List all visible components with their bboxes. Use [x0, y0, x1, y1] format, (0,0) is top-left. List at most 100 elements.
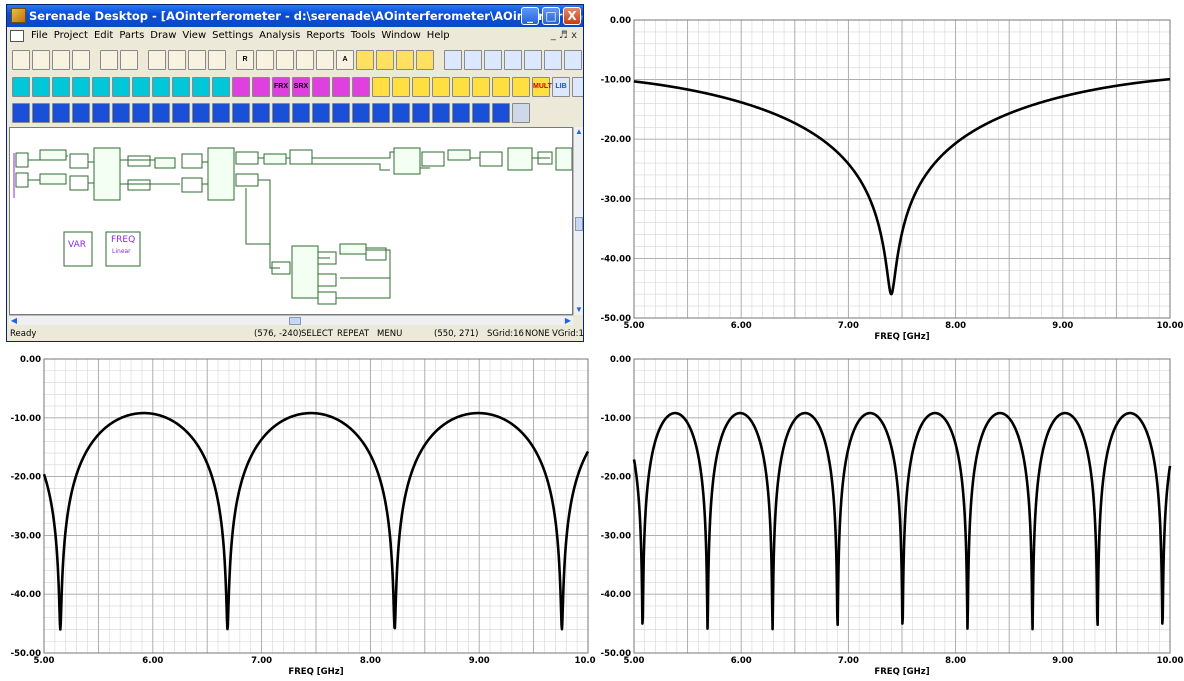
open-file-icon[interactable] — [32, 50, 50, 70]
optic-line-icon[interactable] — [12, 103, 30, 123]
table-icon[interactable] — [484, 50, 502, 70]
menu-item-help[interactable]: Help — [426, 30, 450, 41]
scroll-right-icon[interactable]: ▶ — [564, 316, 572, 325]
optic-dots-icon[interactable] — [412, 103, 430, 123]
meter-icon[interactable] — [32, 77, 50, 97]
cross-icon[interactable] — [172, 77, 190, 97]
arc-icon[interactable] — [376, 50, 394, 70]
optic-h-icon[interactable] — [452, 103, 470, 123]
block-icon[interactable] — [356, 50, 374, 70]
optic-down-icon[interactable] — [232, 103, 250, 123]
print-icon[interactable] — [100, 50, 118, 70]
amplifier-icon[interactable] — [312, 77, 330, 97]
menu-item-window[interactable]: Window — [381, 30, 421, 41]
optic-lens-icon[interactable] — [312, 103, 330, 123]
optic-tap-icon[interactable] — [112, 103, 130, 123]
text-tool-button[interactable]: A — [336, 50, 354, 70]
menu-item-parts[interactable]: Parts — [119, 30, 145, 41]
optic-square-icon[interactable] — [252, 103, 270, 123]
cut-icon[interactable] — [148, 50, 166, 70]
lib-button[interactable]: LIB — [552, 77, 570, 97]
optic-eq-icon[interactable] — [272, 103, 290, 123]
save-all-icon[interactable] — [72, 50, 90, 70]
frx-button[interactable]: FRX — [272, 77, 290, 97]
tune-icon[interactable] — [504, 50, 522, 70]
layout-icon[interactable] — [544, 50, 562, 70]
port-icon[interactable] — [316, 50, 334, 70]
attenuator-icon[interactable] — [232, 77, 250, 97]
optic-wave-icon[interactable] — [432, 103, 450, 123]
probe-icon[interactable] — [52, 77, 70, 97]
schematic-canvas[interactable]: VAR FREQ Linear — [9, 127, 573, 315]
scroll-up-icon[interactable]: ▲ — [575, 127, 583, 136]
menu-item-view[interactable]: View — [182, 30, 207, 41]
vertical-scrollbar[interactable]: ▲ ▼ — [573, 127, 583, 315]
plot-icon[interactable] — [464, 50, 482, 70]
spark-icon[interactable] — [372, 77, 390, 97]
inductor-icon[interactable] — [112, 77, 130, 97]
optic-mirror-icon[interactable] — [332, 103, 350, 123]
new-file-icon[interactable] — [12, 50, 30, 70]
print-preview-icon[interactable] — [120, 50, 138, 70]
scroll-left-icon[interactable]: ◀ — [10, 316, 18, 325]
pen-icon[interactable] — [524, 50, 542, 70]
replace-icon[interactable] — [208, 50, 226, 70]
mdi-controls[interactable]: _ ♬ x — [550, 30, 577, 41]
minimize-button[interactable]: _ — [521, 7, 539, 25]
dialog-icon[interactable] — [512, 103, 530, 123]
schematic-icon[interactable] — [444, 50, 462, 70]
title-bar[interactable]: Serenade Desktop - [AOinterferometer - d… — [7, 5, 583, 27]
smiley-icon[interactable] — [396, 50, 414, 70]
fo-icon[interactable] — [492, 77, 510, 97]
lambda-icon[interactable] — [392, 77, 410, 97]
optic-isolator-icon[interactable] — [132, 103, 150, 123]
marker-icon[interactable] — [572, 77, 583, 97]
menu-item-project[interactable]: Project — [53, 30, 88, 41]
menu-item-analysis[interactable]: Analysis — [259, 30, 301, 41]
close-button[interactable]: X — [563, 7, 581, 25]
document-icon[interactable] — [10, 30, 24, 42]
fint-icon[interactable] — [472, 77, 490, 97]
horizontal-scroll-thumb[interactable] — [289, 317, 301, 325]
optic-x-icon[interactable] — [212, 103, 230, 123]
optic-stack-icon[interactable] — [372, 103, 390, 123]
optic-y-icon[interactable] — [92, 103, 110, 123]
bar-graph-icon[interactable] — [416, 50, 434, 70]
menu-item-edit[interactable]: Edit — [93, 30, 114, 41]
optic-bend-icon[interactable] — [72, 103, 90, 123]
fi-icon[interactable] — [452, 77, 470, 97]
fs-icon[interactable] — [432, 77, 450, 97]
optic-taper-icon[interactable] — [172, 103, 190, 123]
menu-item-draw[interactable]: Draw — [150, 30, 177, 41]
optic-arrow-icon[interactable] — [152, 103, 170, 123]
optic-splitter-icon[interactable] — [52, 103, 70, 123]
coil-icon[interactable] — [152, 77, 170, 97]
scroll-down-icon[interactable]: ▼ — [575, 305, 583, 314]
globe-icon[interactable] — [564, 50, 582, 70]
maximize-button[interactable]: □ — [542, 7, 560, 25]
transformer-icon[interactable] — [132, 77, 150, 97]
coupler-icon[interactable] — [212, 77, 230, 97]
mult-button[interactable]: MULT — [532, 77, 552, 97]
find-icon[interactable] — [188, 50, 206, 70]
line-icon[interactable] — [192, 77, 210, 97]
block-magenta-icon[interactable] — [352, 77, 370, 97]
binoculars-icon[interactable] — [256, 50, 274, 70]
grid-icon[interactable] — [276, 50, 294, 70]
resistor-text-button[interactable]: R — [236, 50, 254, 70]
filter-icon[interactable] — [252, 77, 270, 97]
fx-icon[interactable] — [512, 77, 530, 97]
optic-up-icon[interactable] — [392, 103, 410, 123]
optic-v-icon[interactable] — [492, 103, 510, 123]
wire-icon[interactable] — [296, 50, 314, 70]
mixer-icon[interactable] — [332, 77, 350, 97]
copy-icon[interactable] — [168, 50, 186, 70]
source-icon[interactable] — [12, 77, 30, 97]
optic-coupler-icon[interactable] — [32, 103, 50, 123]
optic-grating-icon[interactable] — [292, 103, 310, 123]
menu-item-reports[interactable]: Reports — [306, 30, 345, 41]
optic-diode-icon[interactable] — [352, 103, 370, 123]
menu-item-file[interactable]: File — [31, 30, 48, 41]
f-icon[interactable] — [412, 77, 430, 97]
ground-icon[interactable] — [72, 77, 90, 97]
